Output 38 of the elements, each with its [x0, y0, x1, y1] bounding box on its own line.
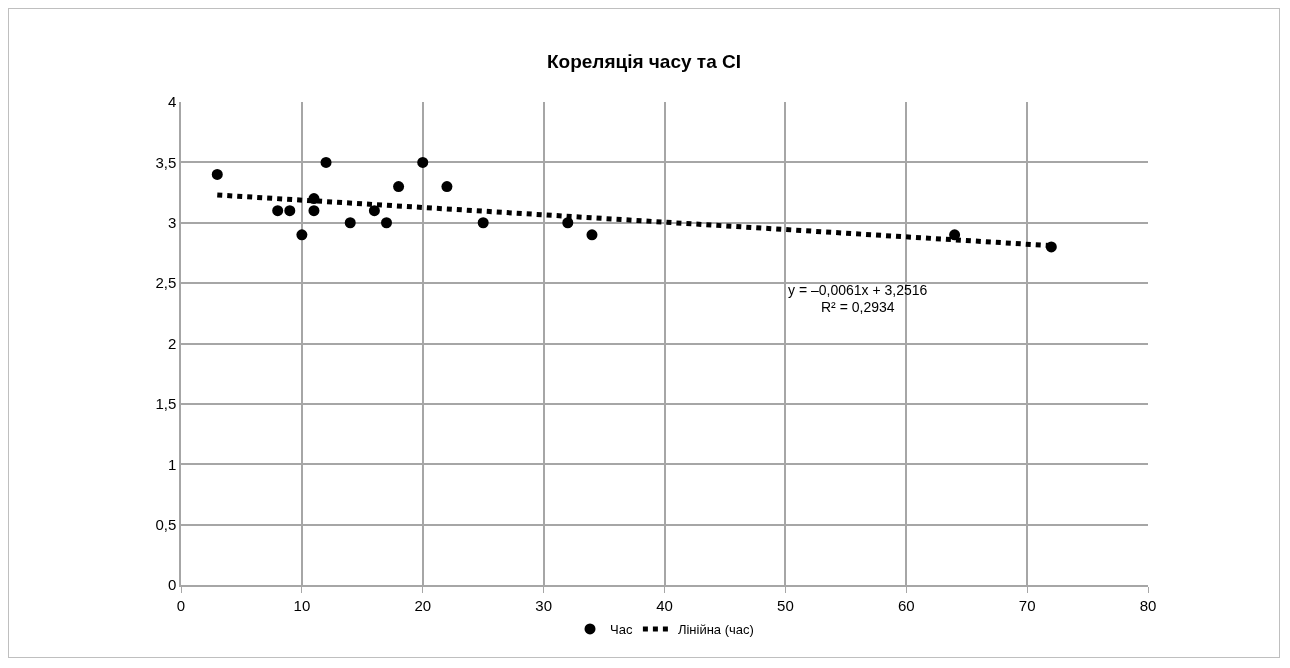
y-tick-label: 1,5 — [155, 395, 177, 413]
point — [368, 205, 380, 217]
point — [562, 217, 574, 229]
point — [380, 217, 392, 229]
y-tick-label: 0,5 — [155, 515, 177, 533]
point — [296, 229, 308, 241]
point — [211, 168, 223, 180]
point — [586, 229, 598, 241]
x-tick-label: 40 — [656, 596, 673, 614]
point — [393, 181, 405, 193]
point — [320, 156, 332, 168]
chart-title: Кореляція часу та CI — [546, 50, 742, 72]
point — [441, 181, 453, 193]
point — [344, 217, 356, 229]
point — [477, 217, 489, 229]
point — [417, 156, 429, 168]
point — [308, 205, 320, 217]
y-tick-label: 1 — [167, 455, 177, 473]
point — [949, 229, 961, 241]
x-tick-label: 60 — [897, 596, 915, 614]
x-tick-label: 20 — [414, 596, 432, 614]
x-tick-label: 80 — [1139, 596, 1157, 614]
x-tick-label: 50 — [777, 596, 794, 614]
annotation: y = –0,0061x + 3,2516 — [788, 282, 928, 298]
y-tick-label: 2 — [167, 334, 177, 352]
y-tick-label: 3,5 — [155, 153, 177, 171]
legend-label: Лінійна (час) — [677, 622, 754, 637]
y-tick-label: 0 — [167, 576, 177, 594]
annotation: R² = 0,2934 — [821, 299, 895, 315]
x-tick-label: 70 — [1018, 596, 1036, 614]
point — [284, 205, 296, 217]
point — [272, 205, 284, 217]
y-tick-label: 3 — [167, 214, 177, 231]
x-tick-label: 30 — [535, 596, 552, 614]
legend-label: Час — [610, 622, 633, 637]
x-tick-label: 10 — [293, 596, 311, 614]
y-tick-label: 4 — [167, 93, 177, 111]
y-tick-label: 2,5 — [155, 274, 177, 292]
